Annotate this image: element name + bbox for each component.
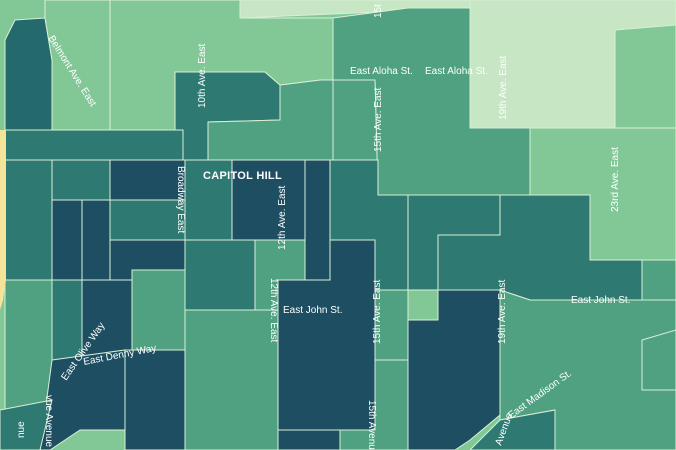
region-cap-broadway[interactable]: [109, 159, 186, 201]
region-denny-dark-2[interactable]: [124, 349, 186, 450]
street-label-12th-lower: 12th Ave. East: [268, 278, 279, 343]
street-label-15th-upper: 15th Ave. East: [373, 87, 384, 152]
region-top-left-light[interactable]: [44, 0, 111, 131]
region-far-right-south[interactable]: [641, 329, 676, 391]
region-left-block[interactable]: [4, 159, 53, 281]
region-pike-med[interactable]: [131, 269, 186, 351]
water-edge: [0, 130, 6, 310]
street-label-15th-bottom: 15th Avenu: [366, 400, 377, 450]
street-label-vue-avenue: vue Avenue: [43, 395, 54, 448]
region-south-center[interactable]: [184, 309, 279, 450]
region-bottom-left[interactable]: [0, 399, 53, 450]
region-belmont[interactable]: [4, 17, 53, 131]
street-label-15th-mid: 15th Ave. East: [372, 279, 383, 344]
street-label-john-1: East John St.: [283, 305, 342, 316]
region-right-mid[interactable]: [641, 259, 676, 301]
region-madison-dark[interactable]: [469, 409, 556, 450]
region-northwest-band[interactable]: [4, 129, 184, 161]
region-olive-mid[interactable]: [51, 279, 83, 361]
street-label-12th-upper: 12th Ave. East: [277, 185, 288, 250]
region-south-dark[interactable]: [277, 429, 341, 450]
street-label-aloha-2: East Aloha St.: [425, 66, 488, 77]
street-label-19th-upper: 19th Ave. East: [498, 55, 509, 120]
street-label-15th-cut: 15t: [373, 4, 384, 18]
street-label-broadway: Broadway East: [175, 166, 186, 233]
street-label-nue: nue: [16, 421, 27, 438]
neighborhood-label-capitol-hill: CAPITOL HILL: [203, 170, 282, 182]
street-label-aloha-1: East Aloha St.: [350, 66, 413, 77]
street-label-23rd: 23rd Ave. East: [610, 147, 621, 212]
region-top-mid-light[interactable]: [109, 0, 334, 131]
street-label-10th: 10th Ave. East: [197, 43, 208, 108]
region-col-c[interactable]: [109, 199, 186, 241]
region-mid-center[interactable]: [184, 239, 256, 311]
region-olive-left[interactable]: [4, 279, 53, 411]
street-label-john-2: East John St.: [571, 295, 630, 306]
region-col-b[interactable]: [81, 199, 111, 281]
street-label-19th-mid: 19th Ave. East: [497, 279, 508, 344]
region-col-a[interactable]: [51, 199, 83, 281]
region-cap-narrow[interactable]: [304, 159, 331, 281]
region-cap-west-1[interactable]: [51, 159, 111, 201]
region-far-right-light[interactable]: [614, 24, 676, 129]
